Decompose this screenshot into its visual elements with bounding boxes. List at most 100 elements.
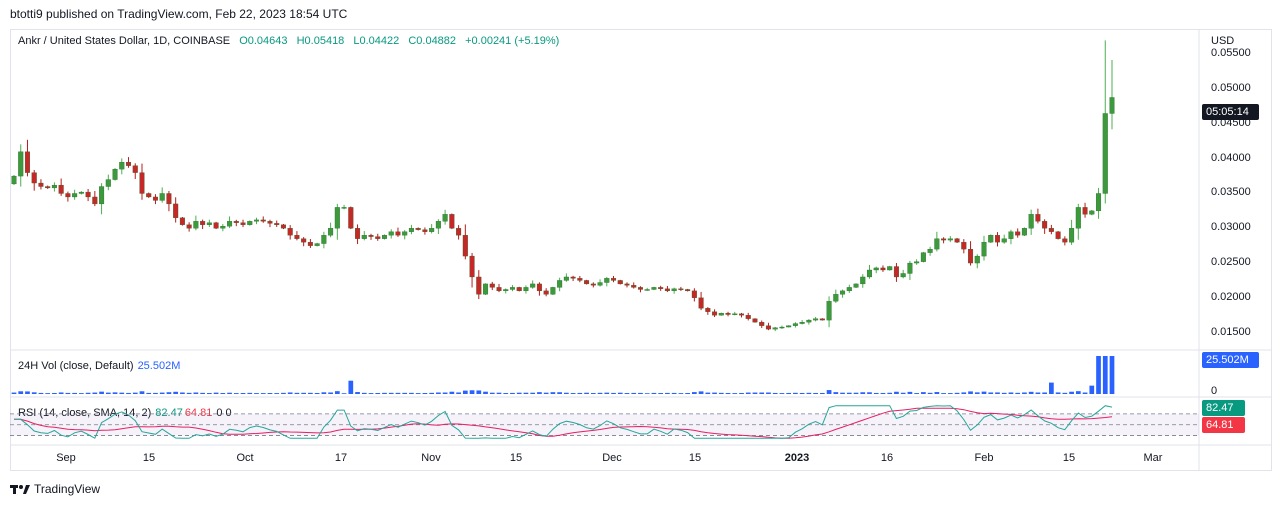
volume-bar [436,392,441,394]
volume-bar [267,393,273,394]
candle-body [179,217,185,225]
volume-bar [334,391,340,394]
volume-bar [213,392,219,394]
candle-body [381,235,387,239]
volume-bar [1069,391,1074,394]
volume-bar [900,392,906,394]
volume-bar [1049,382,1054,394]
volume-bar [18,391,24,394]
volume-bar [254,393,259,394]
candle-body [954,238,960,243]
candle-body [24,151,30,173]
volume-bar [510,392,515,394]
candle-body [570,276,576,279]
publish-header: btotti9 published on TradingView.com, Fe… [10,7,348,21]
candle-body [1001,238,1007,243]
volume-bar [806,392,812,394]
volume-bar [1075,391,1081,394]
candle-body [462,235,468,257]
volume-bar [597,392,603,394]
candle-body [287,228,293,236]
volume-bar [153,392,158,394]
candle-body [557,280,563,288]
volume-axis-zero: 0 [1211,385,1218,397]
x-tick-label: Mar [1144,452,1163,464]
candle-body [152,196,158,201]
rsi-label-extra: 0 0 [216,407,232,419]
volume-bar [577,392,583,394]
candle-body [698,297,704,309]
candle-body [617,280,623,285]
candle-body [112,168,118,180]
candle-body [833,294,839,302]
price-tick-label: 0.02500 [1211,256,1251,269]
ohlc-low: L0.04422 [353,35,400,47]
price-tick-label: 0.03000 [1211,221,1251,234]
candle-body [792,323,798,326]
volume-bar [537,392,542,394]
volume-bar [941,393,946,394]
volume-bar [1109,356,1115,394]
candle-body [341,207,347,209]
candle-body [543,290,549,295]
volume-bar [126,392,131,394]
x-tick-label: Dec [602,452,622,464]
volume-bar [92,392,98,394]
candle-body [637,287,643,290]
candle-body [126,162,132,166]
x-tick-label: Oct [236,452,253,464]
volume-bar [826,390,832,394]
volume-bar [759,392,765,394]
symbol-legend: Ankr / United States Dollar, 1D, COINBAS… [18,35,565,47]
volume-bar [665,392,670,394]
candle-body [45,186,51,189]
volume-bar [793,392,798,394]
candle-body [213,222,219,229]
candle-body [516,287,522,292]
symbol-name: Ankr / United States Dollar, 1D, COINBAS… [18,35,231,47]
candle-body [92,196,98,205]
volume-bar [1055,392,1061,394]
volume-bar [85,392,91,394]
volume-bar [523,392,529,394]
candle-body [31,172,37,184]
candle-body [132,165,138,173]
candle-body [563,276,569,281]
candle-body [846,287,852,292]
chart-frame [10,29,1272,471]
volume-bar [1015,392,1021,394]
candle-body [1096,193,1102,212]
volume-bar [799,392,805,394]
volume-bar [516,392,522,394]
rsi-band [10,413,1199,436]
volume-bar [651,392,657,394]
volume-bar [294,392,300,394]
volume-bar [281,392,286,394]
volume-bar [1028,391,1034,394]
volume-bar [611,392,616,394]
tradingview-wordmark: TradingView [34,482,101,496]
volume-bar [200,392,205,394]
volume-bar [584,392,589,394]
volume-bar [712,392,717,394]
volume-bar [409,392,414,394]
volume-bar [233,393,239,394]
volume-bar [570,393,576,394]
candle-body [994,235,1000,243]
price-change: +0.00241 (+5.19%) [465,35,560,47]
volume-bar [442,392,448,394]
volume-bar [530,392,536,394]
candle-body [65,193,71,198]
tradingview-logo-icon [10,485,30,494]
candle-body [58,184,64,194]
candle-body [483,283,489,295]
candle-body [227,221,233,227]
volume-bar [772,392,778,394]
rsi-label-value: 82.47 [155,407,183,419]
candle-body [900,273,906,278]
price-axis-unit: USD [1211,35,1235,47]
candle-body [840,290,846,295]
volume-bar [31,392,37,394]
candle-body [799,322,805,324]
candle-body [99,186,105,205]
